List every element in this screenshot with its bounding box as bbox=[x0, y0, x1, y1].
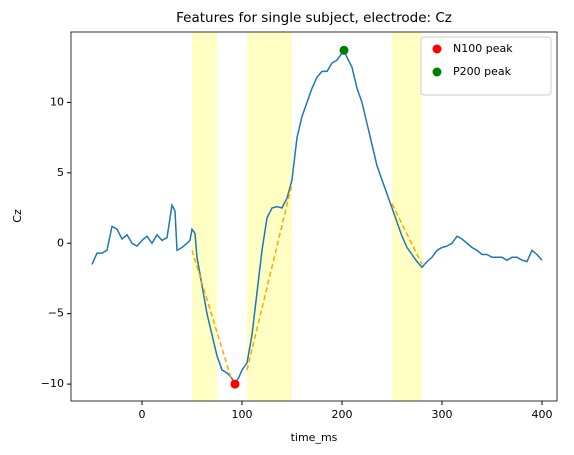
y-tick-label: 10 bbox=[50, 95, 64, 108]
x-tick-label: 400 bbox=[532, 408, 553, 421]
y-tick-label: 5 bbox=[57, 166, 64, 179]
legend-box bbox=[420, 36, 552, 96]
legend-marker bbox=[432, 44, 442, 54]
fit-line bbox=[191, 183, 423, 382]
peak-point bbox=[230, 379, 240, 389]
chart-title: Features for single subject, electrode: … bbox=[176, 10, 452, 26]
peak-point bbox=[339, 45, 349, 55]
x-axis-label: time_ms bbox=[291, 431, 338, 444]
highlight-span bbox=[247, 32, 292, 401]
signal-line bbox=[91, 48, 543, 386]
x-tick-label: 300 bbox=[432, 408, 453, 421]
y-tick-label: −10 bbox=[41, 377, 64, 390]
legend-label: P200 peak bbox=[453, 65, 512, 78]
legend-label: N100 peak bbox=[453, 42, 513, 55]
y-axis-label: Cz bbox=[11, 209, 24, 223]
y-tick-label: 0 bbox=[57, 236, 64, 249]
highlight-span bbox=[392, 32, 422, 401]
highlight-span bbox=[192, 32, 217, 401]
legend-marker bbox=[432, 67, 442, 77]
x-tick-label: 200 bbox=[332, 408, 353, 421]
plot-frame bbox=[70, 31, 558, 402]
x-tick-label: 100 bbox=[232, 408, 253, 421]
y-tick-label: −5 bbox=[48, 307, 64, 320]
x-tick-label: 0 bbox=[139, 408, 146, 421]
